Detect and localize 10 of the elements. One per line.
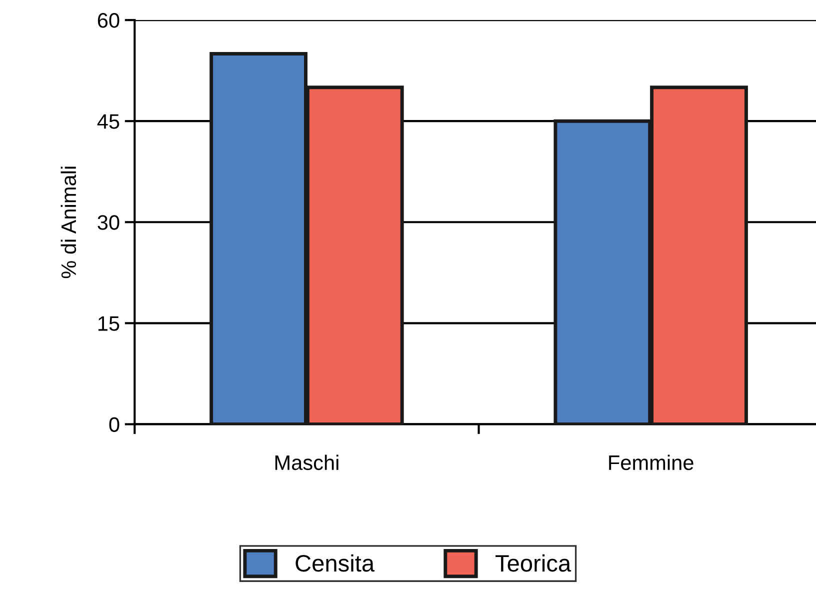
y-tick-label: 15 — [98, 316, 120, 331]
y-tick-label: 60 — [98, 13, 120, 28]
y-tick-label: 45 — [97, 114, 120, 129]
x-tick-label: Maschi — [275, 454, 338, 470]
legend-label: Censita — [296, 554, 375, 572]
x-tick-label: Femmine — [609, 454, 694, 470]
y-axis-title: % di Animali — [60, 166, 76, 278]
legend-label: Teorica — [496, 554, 572, 572]
y-tick-label: 0 — [109, 417, 120, 432]
y-tick-label: 30 — [98, 215, 120, 230]
